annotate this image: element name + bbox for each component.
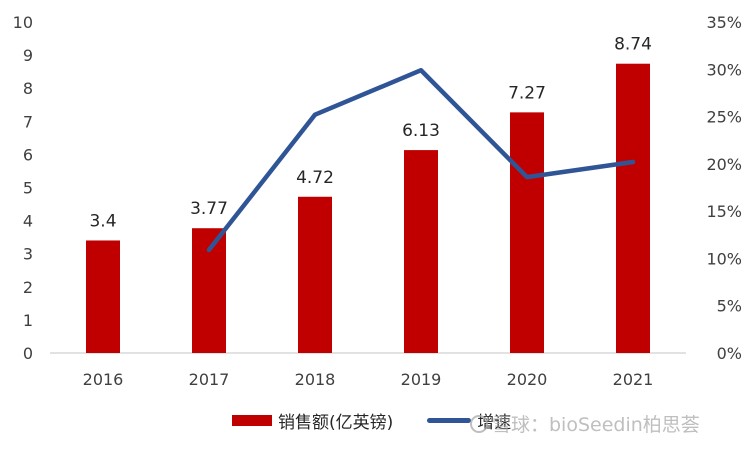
right-axis-tick: 20% bbox=[706, 155, 742, 174]
left-axis-tick: 0 bbox=[23, 344, 33, 363]
bar-data-labels: 3.4 3.77 4.72 6.13 7.27 8.74 bbox=[89, 35, 651, 232]
bar bbox=[510, 112, 544, 353]
bar-value-label: 8.74 bbox=[614, 35, 652, 55]
legend-item-sales: 销售额(亿英镑) bbox=[232, 408, 393, 433]
growth-line bbox=[206, 67, 636, 253]
right-axis-tick: 10% bbox=[706, 249, 742, 268]
bar-value-label: 7.27 bbox=[508, 83, 546, 103]
x-axis-tick: 2020 bbox=[507, 370, 548, 389]
right-axis-tick: 30% bbox=[706, 60, 742, 79]
bar bbox=[404, 150, 438, 353]
left-axis-tick: 5 bbox=[23, 179, 33, 198]
x-axis-tick: 2016 bbox=[83, 370, 124, 389]
bar-series bbox=[86, 63, 650, 354]
left-axis-tick: 9 bbox=[23, 46, 33, 65]
left-axis-tick: 2 bbox=[23, 278, 33, 297]
x-axis-tick: 2018 bbox=[295, 370, 336, 389]
right-axis-tick: 5% bbox=[717, 297, 742, 316]
left-axis-tick: 1 bbox=[23, 311, 33, 330]
bar-value-label: 3.77 bbox=[190, 199, 228, 219]
right-axis-tick: 35% bbox=[706, 13, 742, 32]
bar bbox=[86, 240, 120, 353]
right-axis-ticks: 0% 5% 10% 15% 20% 25% 30% 35% bbox=[706, 13, 742, 363]
right-axis-tick: 15% bbox=[706, 202, 742, 221]
line-swatch-icon bbox=[427, 418, 472, 423]
x-axis-labels: 2016 2017 2018 2019 2020 2021 bbox=[83, 370, 654, 389]
left-axis-tick: 3 bbox=[23, 245, 33, 264]
left-axis-tick: 8 bbox=[23, 79, 33, 98]
left-axis-tick: 7 bbox=[23, 112, 33, 131]
bar-value-label: 3.4 bbox=[89, 211, 116, 231]
snowball-logo-icon bbox=[470, 414, 488, 433]
x-axis-tick: 2021 bbox=[613, 370, 654, 389]
right-axis-tick: 0% bbox=[717, 344, 742, 363]
x-axis-tick: 2019 bbox=[401, 370, 442, 389]
bar-swatch-icon bbox=[232, 415, 272, 426]
watermark: 雪球：bioSeedin柏思荟 bbox=[470, 410, 700, 437]
watermark-text: 雪球：bioSeedin柏思荟 bbox=[492, 414, 700, 436]
legend-label-sales: 销售额(亿英镑) bbox=[278, 413, 394, 433]
bar-value-label: 4.72 bbox=[296, 168, 334, 188]
bar-value-label: 6.13 bbox=[402, 121, 440, 141]
right-axis-tick: 25% bbox=[706, 108, 742, 127]
left-axis-ticks: 0 1 2 3 4 5 6 7 8 9 10 bbox=[13, 13, 33, 363]
bar bbox=[616, 63, 650, 354]
bar bbox=[298, 196, 332, 353]
left-axis-tick: 10 bbox=[13, 13, 33, 32]
left-axis-tick: 6 bbox=[23, 145, 33, 164]
x-axis-tick: 2017 bbox=[189, 370, 230, 389]
left-axis-tick: 4 bbox=[23, 212, 33, 231]
